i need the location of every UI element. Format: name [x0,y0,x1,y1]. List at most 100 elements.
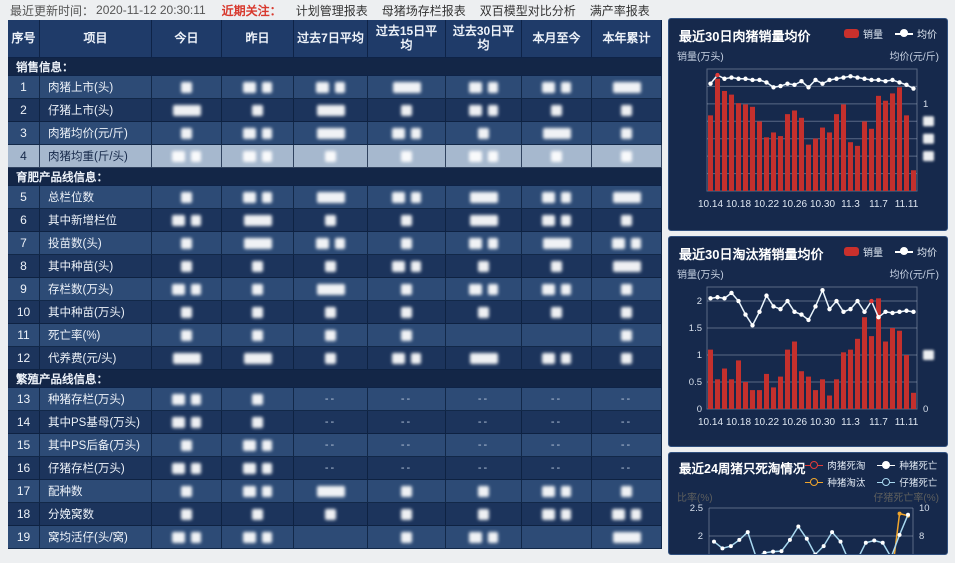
table-row[interactable]: 15 其中PS后备(万头) -- -- -- -- -- [8,434,662,457]
value-cell [294,278,368,301]
chart-panel-death-cull: 最近24周猪只死淘情况 肉猪死淘 种猪死亡 种猪淘汰 仔猪死亡 比率(%) 仔猪死亡率… [668,452,948,555]
value-cell [222,526,294,549]
redacted-value [262,81,272,93]
redacted-value [612,260,641,272]
value-cell [152,503,222,526]
value-cell [522,76,592,99]
value-cell [368,255,446,278]
table-row[interactable]: 10 其中种苗(万头) [8,301,662,324]
chart-legend: 销量 均价 [844,26,937,41]
svg-text:2: 2 [698,531,703,542]
value-cell [592,232,662,255]
redacted-value [252,306,263,318]
redacted-value [542,191,555,203]
redacted-value [325,150,336,162]
topbar-link-model-compare[interactable]: 双百模型对比分析 [479,3,576,18]
value-cell [368,122,446,145]
redacted-value [542,485,555,497]
table-row[interactable]: 7 投苗数(头) [8,232,662,255]
legend-item-均价[interactable]: 均价 [895,244,937,259]
value-cell [294,255,368,278]
legend-item-种猪淘汰[interactable]: 种猪淘汰 [805,475,865,489]
table-row[interactable]: 19 窝均活仔(头/窝) [8,526,662,549]
redacted-value [469,81,482,93]
value-cell [592,122,662,145]
row-label-cell: 种猪存栏(万头) [40,388,152,411]
bar-line-chart: 1 10.14 10.18 10.22 10.26 10.30 11.3 11.7 11.11 [698,68,934,210]
topbar-link-capacity-report[interactable]: 满产率报表 [589,3,650,18]
svg-text:10.26: 10.26 [782,417,807,428]
table-row[interactable]: 12 代养费(元/头) [8,347,662,370]
redacted-value [325,508,336,520]
legend-label: 仔猪死亡 [899,478,938,489]
legend-item-肉猪死淘[interactable]: 肉猪死淘 [805,458,865,472]
row-label-cell: 死亡率(%) [40,324,152,347]
redacted-value [252,329,263,341]
table-row[interactable]: 4 肉猪均重(斤/头) [8,145,662,168]
table-row[interactable]: 6 其中新增栏位 [8,209,662,232]
empty-value: -- [620,416,633,428]
table-row[interactable]: 17 配种数 [8,480,662,503]
legend-item-仔猪死亡[interactable]: 仔猪死亡 [877,475,937,489]
table-row[interactable]: 11 死亡率(%) [8,324,662,347]
value-cell [592,324,662,347]
value-cell [222,388,294,411]
redacted-value [561,214,571,226]
redacted-value [243,127,256,139]
redacted-value [172,104,201,116]
table-row[interactable]: 16 仔猪存栏(万头) -- -- -- -- -- [8,457,662,480]
redacted-value [612,531,641,543]
value-cell [446,76,522,99]
legend-item-种猪死亡[interactable]: 种猪死亡 [877,458,937,472]
svg-text:11.7: 11.7 [869,199,888,210]
table-row[interactable]: 5 总栏位数 [8,186,662,209]
redacted-value [401,104,412,116]
value-cell [446,232,522,255]
topbar-link-plan-report[interactable]: 计划管理报表 [295,3,368,18]
redacted-value [478,508,489,520]
topbar-link-sow-farm-report[interactable]: 母猪场存栏报表 [381,3,466,18]
y-axis-label-right: 仔猪死亡率(%) [873,493,939,504]
value-cell [522,324,592,347]
legend-item-均价[interactable]: 均价 [895,26,937,41]
table-row[interactable]: 13 种猪存栏(万头) -- -- -- -- -- [8,388,662,411]
y-axis-label-right: 均价(元/斤) [889,52,939,63]
table-row[interactable]: 9 存栏数(万头) [8,278,662,301]
row-number-cell: 8 [8,255,40,278]
table-row[interactable]: 18 分娩窝数 [8,503,662,526]
redacted-value [469,214,498,226]
legend-dot-icon [882,460,891,469]
redacted-value [181,237,192,249]
empty-value: -- [550,416,563,428]
value-cell: -- [522,434,592,457]
value-cell: -- [294,457,368,480]
redacted-value [181,306,192,318]
value-cell [522,480,592,503]
redacted-value [262,127,272,139]
legend-item-销量[interactable]: 销量 [844,26,883,41]
table-row[interactable]: 14 其中PS基母(万头) -- -- -- -- -- [8,411,662,434]
redacted-value [181,439,192,451]
redacted-value [542,214,555,226]
redacted-value [488,531,498,543]
row-number-cell: 7 [8,232,40,255]
row-label-cell: 其中PS后备(万头) [40,434,152,457]
value-cell: -- [522,457,592,480]
redacted-value [392,127,405,139]
value-cell [222,434,294,457]
value-cell [592,503,662,526]
table-row[interactable]: 1 肉猪上市(头) [8,76,662,99]
redacted-value [252,393,263,405]
table-row[interactable]: 8 其中种苗(头) [8,255,662,278]
row-label-cell: 肉猪均重(斤/头) [40,145,152,168]
redacted-value [488,104,498,116]
svg-text:2: 2 [697,296,702,307]
legend-dot-icon [900,247,908,255]
redacted-value [243,352,272,364]
table-row[interactable]: 2 仔猪上市(头) [8,99,662,122]
table-row[interactable]: 3 肉猪均价(元/斤) [8,122,662,145]
redacted-value [401,150,412,162]
chart-title: 最近30日淘汰猪销量均价 [679,247,824,262]
value-cell [152,232,222,255]
legend-item-销量[interactable]: 销量 [844,244,883,259]
